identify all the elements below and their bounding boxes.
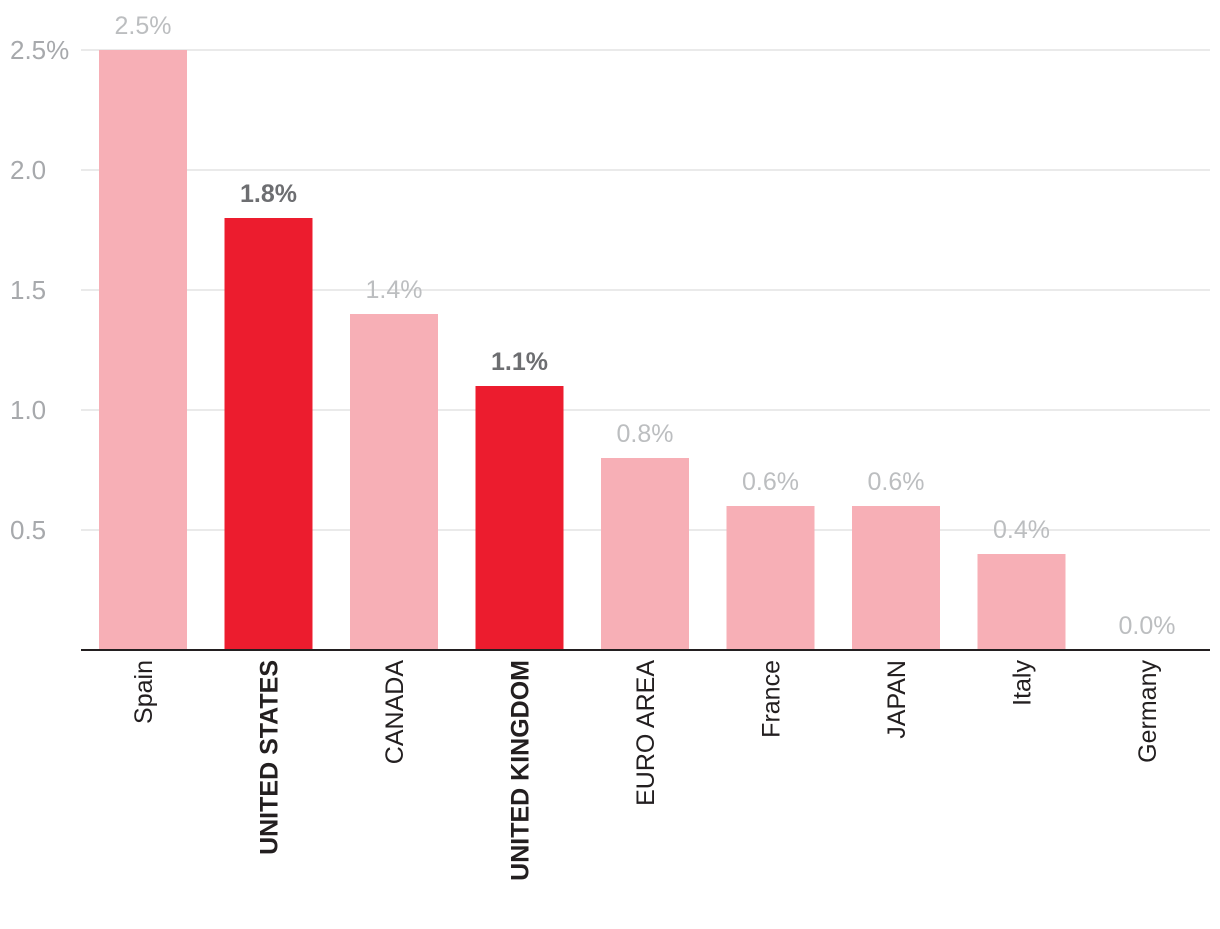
category-label: JAPAN	[883, 660, 911, 739]
bar	[977, 554, 1066, 650]
bar	[99, 50, 187, 650]
y-tick-label: 2.5%	[10, 35, 69, 65]
bar	[852, 506, 940, 650]
y-tick-label: 1.0	[10, 395, 46, 425]
category-label: Italy	[1009, 660, 1037, 706]
bar	[601, 458, 689, 650]
value-label: 0.4%	[993, 516, 1050, 544]
value-label: 1.4%	[366, 276, 423, 304]
y-tick-label: 0.5	[10, 515, 46, 545]
y-tick-label: 2.0	[10, 155, 46, 185]
value-label: 0.0%	[1119, 612, 1176, 640]
value-label: 1.1%	[491, 348, 548, 376]
value-label: 0.6%	[868, 468, 925, 496]
value-labels: 2.5% 1.8% 1.4% 1.1% 0.8% 0.6% 0.6% 0.4% 0.0%	[115, 12, 1176, 640]
bar	[224, 218, 313, 650]
category-label: CANADA	[381, 660, 409, 765]
category-label: Germany	[1134, 660, 1162, 763]
category-label: France	[758, 660, 786, 738]
category-labels: Spain UNITED STATES CANADA UNITED KINGDOM EU…	[130, 660, 1162, 881]
bars	[99, 50, 1066, 650]
y-axis-tick-labels: 0.5 1.0 1.5 2.0 2.5%	[10, 35, 69, 545]
category-label: EURO AREA	[632, 660, 660, 806]
bar	[726, 506, 815, 650]
value-label: 1.8%	[240, 180, 297, 208]
bar	[475, 386, 564, 650]
category-label: Spain	[130, 660, 158, 724]
y-tick-label: 1.5	[10, 275, 46, 305]
value-label: 0.6%	[742, 468, 799, 496]
category-label: UNITED KINGDOM	[507, 660, 535, 881]
category-label: UNITED STATES	[256, 660, 284, 855]
value-label: 2.5%	[115, 12, 172, 40]
value-label: 0.8%	[617, 420, 674, 448]
bar	[350, 314, 438, 650]
